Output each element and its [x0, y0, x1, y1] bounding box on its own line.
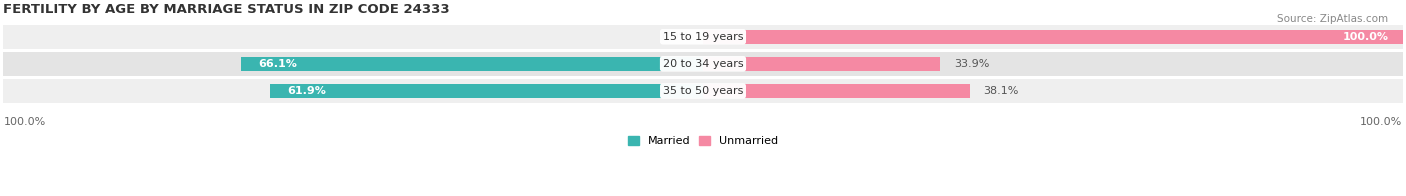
Bar	[3, 79, 1403, 103]
Text: Source: ZipAtlas.com: Source: ZipAtlas.com	[1277, 14, 1388, 24]
Bar	[703, 57, 941, 71]
Legend: Married, Unmarried: Married, Unmarried	[624, 132, 782, 149]
Bar	[703, 84, 970, 98]
Bar	[270, 84, 703, 98]
Text: 66.1%: 66.1%	[259, 59, 297, 69]
Text: FERTILITY BY AGE BY MARRIAGE STATUS IN ZIP CODE 24333: FERTILITY BY AGE BY MARRIAGE STATUS IN Z…	[3, 4, 450, 16]
Bar	[3, 24, 1403, 49]
Text: 35 to 50 years: 35 to 50 years	[662, 86, 744, 96]
Bar	[3, 52, 1403, 76]
Text: 0.0%: 0.0%	[661, 32, 689, 42]
Text: 20 to 34 years: 20 to 34 years	[662, 59, 744, 69]
Text: 100.0%: 100.0%	[3, 117, 46, 127]
Text: 15 to 19 years: 15 to 19 years	[662, 32, 744, 42]
Text: 33.9%: 33.9%	[955, 59, 990, 69]
Text: 61.9%: 61.9%	[287, 86, 326, 96]
Text: 38.1%: 38.1%	[984, 86, 1019, 96]
Bar	[240, 57, 703, 71]
Text: 100.0%: 100.0%	[1360, 117, 1403, 127]
Text: 100.0%: 100.0%	[1343, 32, 1389, 42]
Bar	[703, 30, 1403, 44]
